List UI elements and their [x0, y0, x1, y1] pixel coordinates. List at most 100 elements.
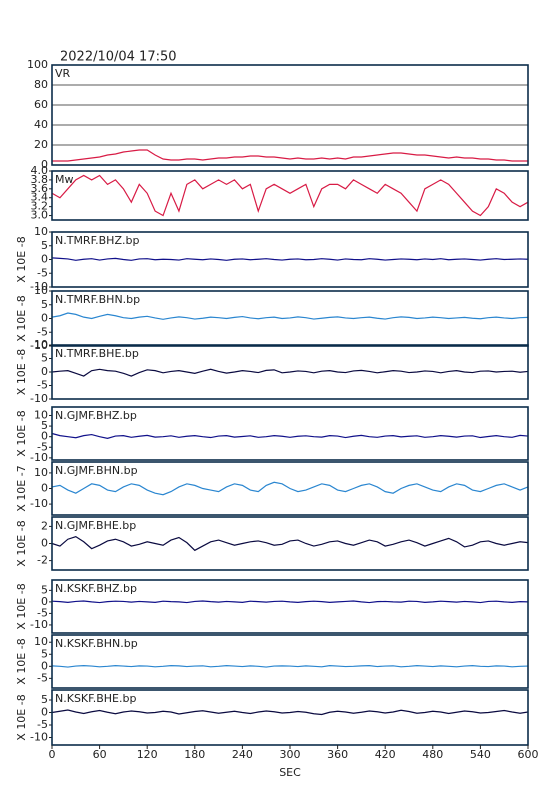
panel-frame — [51, 290, 529, 347]
y-tick-label: 40 — [34, 118, 48, 131]
trace — [51, 481, 529, 496]
x-tick-label: 480 — [422, 748, 443, 761]
y-tick-label: 10 — [34, 408, 48, 421]
trace — [52, 149, 528, 162]
y-tick-label: 0 — [41, 537, 48, 550]
trace — [51, 174, 529, 217]
trace — [51, 432, 529, 439]
y-axis-label: X 10E -8 — [15, 295, 28, 341]
panel-label: N.KSKF.BHE.bp — [55, 692, 136, 705]
y-tick-label: 10 — [34, 466, 48, 479]
y-tick-label: -5 — [37, 325, 48, 338]
x-tick-label: 0 — [49, 748, 56, 761]
y-axis-label: X 10E -8 — [15, 638, 28, 684]
y-tick-label: 3.2 — [31, 200, 49, 213]
trace — [51, 312, 529, 320]
y-tick-label: 80 — [34, 78, 48, 91]
panel-frame — [51, 344, 529, 400]
y-tick-label: -5 — [37, 379, 48, 392]
y-tick-label: 3.8 — [31, 173, 49, 186]
trace — [51, 664, 529, 668]
y-tick-label: -5 — [37, 671, 48, 684]
y-tick-label: -10 — [30, 280, 48, 293]
y-tick-label: -10 — [30, 618, 48, 631]
y-tick-label: 2 — [41, 519, 48, 532]
panel-label: Mw — [55, 173, 74, 186]
y-tick-label: -10 — [30, 451, 48, 464]
y-tick-label: 60 — [34, 98, 48, 111]
y-tick-label: 5 — [41, 693, 48, 706]
y-tick-label: -10 — [30, 497, 48, 510]
y-tick-label: 10 — [34, 338, 48, 351]
y-tick-label: 0 — [41, 158, 48, 171]
trace — [51, 257, 529, 261]
y-tick-label: -10 — [30, 731, 48, 744]
y-axis-label: X 10E -8 — [15, 520, 28, 566]
panel-frame — [51, 461, 529, 516]
panel-label: N.TMRF.BHZ.bp — [55, 234, 139, 247]
panel-label: N.KSKF.BHN.bp — [55, 637, 138, 650]
x-tick-label: 540 — [470, 748, 491, 761]
y-tick-label: -5 — [37, 606, 48, 619]
y-tick-label: 10 — [34, 225, 48, 238]
y-tick-label: 0 — [41, 312, 48, 325]
y-tick-label: 10 — [34, 284, 48, 297]
x-tick-label: 600 — [518, 748, 539, 761]
y-tick-label: 0 — [41, 659, 48, 672]
y-tick-label: 3.0 — [31, 209, 49, 222]
x-tick-label: 360 — [327, 748, 348, 761]
y-axis-label: X 10E -8 — [15, 583, 28, 629]
x-tick-label: 240 — [232, 748, 253, 761]
y-tick-label: -10 — [30, 339, 48, 352]
y-tick-label: 20 — [34, 138, 48, 151]
x-tick-label: 120 — [137, 748, 158, 761]
x-tick-label: 180 — [184, 748, 205, 761]
y-axis-label: X 10E -8 — [15, 349, 28, 395]
y-tick-label: -10 — [30, 392, 48, 405]
x-axis-label: SEC — [279, 766, 301, 779]
x-tick-label: 300 — [280, 748, 301, 761]
y-tick-label: 3.4 — [31, 191, 49, 204]
panel-frame — [51, 64, 529, 166]
trace — [51, 709, 529, 716]
y-tick-label: 5 — [41, 239, 48, 252]
trace — [51, 536, 529, 552]
y-axis-label: X 10E -8 — [15, 410, 28, 456]
y-axis-label: X 10E -7 — [15, 465, 28, 511]
panel-frame — [51, 634, 529, 689]
y-tick-label: 0 — [41, 430, 48, 443]
y-axis-label: X 10E -8 — [15, 694, 28, 740]
panel-label: N.GJMF.BHE.bp — [55, 519, 136, 532]
trace — [51, 368, 529, 377]
panel-label: N.GJMF.BHN.bp — [55, 464, 138, 477]
y-tick-label: -5 — [37, 718, 48, 731]
y-tick-label: 0 — [41, 595, 48, 608]
x-tick-label: 60 — [93, 748, 107, 761]
y-tick-label: 4.0 — [31, 164, 49, 177]
y-tick-label: 5 — [41, 298, 48, 311]
y-tick-label: 3.6 — [31, 182, 49, 195]
y-tick-label: -5 — [37, 440, 48, 453]
y-tick-label: 0 — [41, 365, 48, 378]
y-tick-label: 5 — [41, 583, 48, 596]
panel-label: N.TMRF.BHN.bp — [55, 293, 140, 306]
panel-frame — [51, 579, 529, 634]
trace — [51, 600, 529, 604]
y-tick-label: 0 — [41, 482, 48, 495]
y-tick-label: 5 — [41, 647, 48, 660]
y-axis-label: X 10E -8 — [15, 236, 28, 282]
y-tick-label: 5 — [41, 419, 48, 432]
panel-frame — [51, 516, 529, 571]
panel-label: N.GJMF.BHZ.bp — [55, 409, 137, 422]
panel-frame — [51, 406, 529, 461]
panel-label: VR — [55, 67, 71, 80]
y-tick-label: 5 — [41, 352, 48, 365]
panel-label: N.TMRF.BHE.bp — [55, 347, 139, 360]
panel-frame — [51, 170, 529, 221]
y-tick-label: -5 — [37, 266, 48, 279]
y-tick-label: -2 — [37, 554, 48, 567]
y-tick-label: 100 — [27, 58, 48, 71]
panel-label: N.KSKF.BHZ.bp — [55, 582, 137, 595]
chart-title: 2022/10/04 17:50 — [60, 50, 177, 65]
